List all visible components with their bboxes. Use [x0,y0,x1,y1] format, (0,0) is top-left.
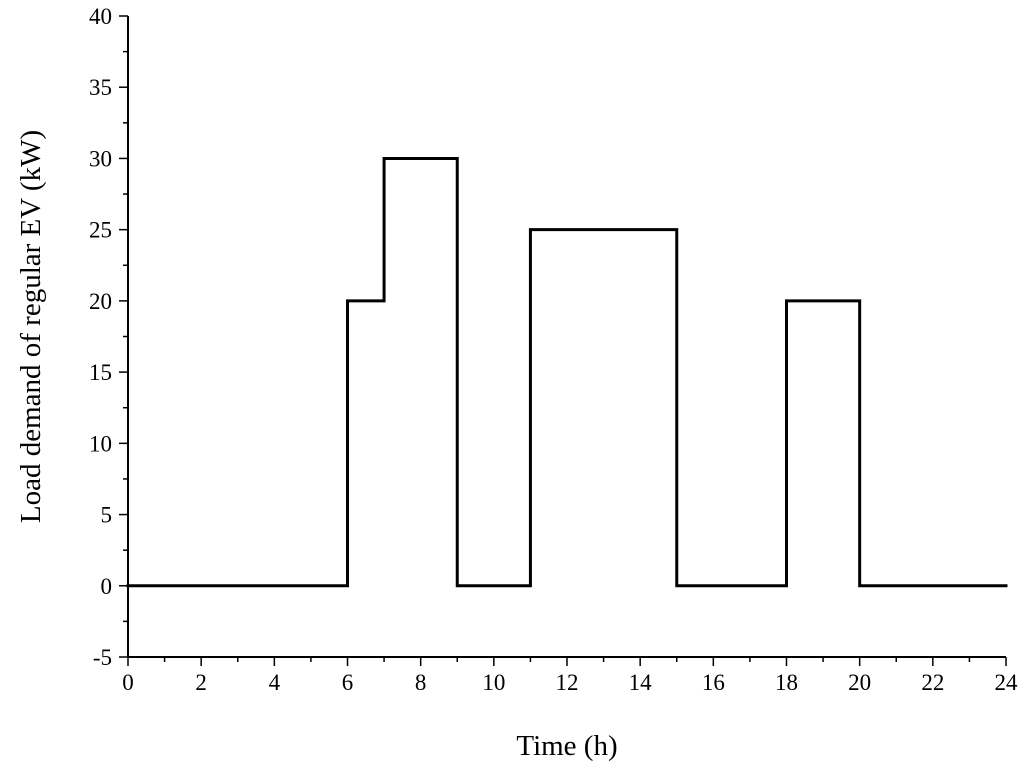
x-tick-label: 24 [995,670,1019,695]
y-tick-label: 20 [89,289,112,314]
series-layer [126,156,1008,588]
y-tick-label: 15 [89,360,112,385]
x-tick-label: 14 [629,670,653,695]
x-tick-label: 0 [122,670,134,695]
y-tick-label: 0 [101,574,113,599]
ticks [119,15,1007,666]
y-tick-label: 35 [89,75,112,100]
y-tick-label: 10 [89,431,112,456]
x-tick-label: 4 [269,670,281,695]
y-tick-label: 30 [89,146,112,171]
series-line-1 [126,156,1008,588]
x-axis-title: Time (h) [516,730,617,762]
x-tick-label: 16 [702,670,725,695]
x-tick-label: 10 [482,670,505,695]
x-tick-label: 12 [556,670,579,695]
y-tick-label: 25 [89,218,112,243]
x-tick-label: 20 [848,670,871,695]
x-tick-label: 8 [415,670,427,695]
y-tick-label: 40 [89,4,112,29]
x-tick-label: 2 [195,670,207,695]
x-tick-label: 22 [921,670,944,695]
axes [127,16,1006,658]
x-tick-label: 18 [775,670,798,695]
y-tick-label: -5 [93,645,112,670]
x-tick-label: 6 [342,670,354,695]
y-axis-title: Load demand of regular EV (kW) [15,130,47,523]
y-tick-label: 5 [101,503,113,528]
